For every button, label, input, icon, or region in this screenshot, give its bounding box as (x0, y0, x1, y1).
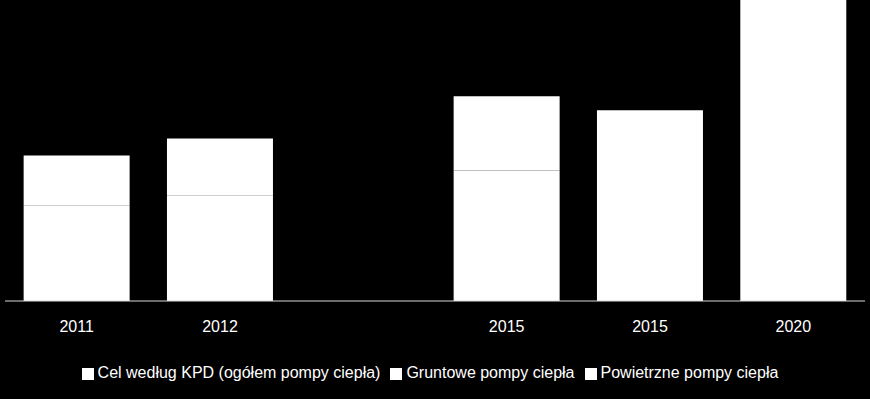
svg-text:2015: 2015 (632, 318, 668, 335)
html-text:Gruntowe pompy ciepła: Gruntowe pompy ciepła (406, 364, 575, 381)
svg-text:2012: 2012 (202, 318, 238, 335)
svg-text:2020: 2020 (776, 318, 812, 335)
svg-text:2015: 2015 (489, 318, 525, 335)
svg-text:2011: 2011 (59, 318, 94, 335)
html-text:Powietrzne pompy ciepła: Powietrzne pompy ciepła (600, 364, 779, 381)
html-text:Cel według KPD (ogółem pompy c: Cel według KPD (ogółem pompy ciepła) (97, 364, 381, 381)
